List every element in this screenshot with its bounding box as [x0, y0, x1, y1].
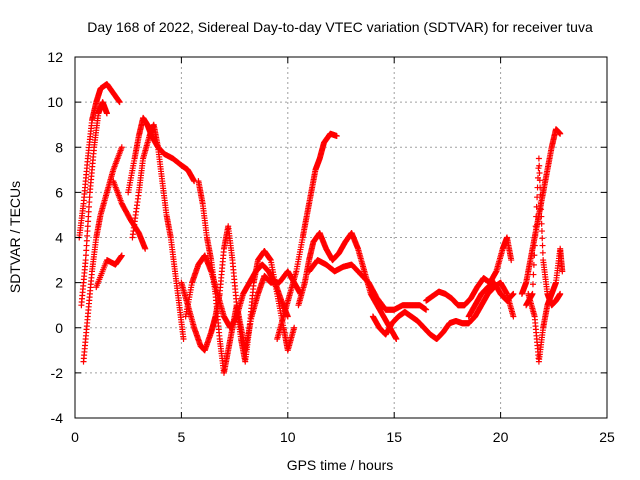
data-point	[536, 156, 542, 162]
y-tick-label: 4	[55, 230, 63, 246]
data-point	[530, 272, 536, 278]
y-tick-label: 6	[55, 184, 63, 200]
series-track-k	[274, 131, 340, 342]
y-tick-label: -2	[51, 365, 64, 381]
y-tick-label: 12	[47, 49, 63, 65]
x-tick-label: 5	[178, 429, 186, 445]
grid-layer	[75, 57, 607, 418]
y-tick-label: -4	[51, 410, 64, 426]
series-track-m	[306, 257, 429, 313]
chart: Day 168 of 2022, Sidereal Day-to-day VTE…	[0, 0, 640, 480]
data-point	[539, 235, 545, 241]
x-tick-label: 25	[599, 429, 615, 445]
data-point	[540, 250, 546, 256]
x-tick-label: 10	[280, 429, 296, 445]
data-point	[540, 243, 546, 249]
x-axis-label: GPS time / hours	[287, 457, 394, 473]
series-track-d	[93, 253, 125, 291]
series-track-l	[295, 230, 399, 342]
y-tick-label: 10	[47, 94, 63, 110]
data-point	[539, 228, 545, 234]
x-tick-label: 15	[386, 429, 402, 445]
data-layer	[76, 81, 565, 376]
chart-title: Day 168 of 2022, Sidereal Day-to-day VTE…	[87, 19, 593, 35]
x-tick-label: 0	[71, 429, 79, 445]
y-tick-label: 2	[55, 275, 63, 291]
y-tick-label: 0	[55, 320, 63, 336]
series-track-p	[466, 280, 517, 320]
y-tick-label: 8	[55, 139, 63, 155]
y-axis-label: SDTVAR / TECUs	[7, 181, 23, 293]
x-tick-label: 20	[493, 429, 509, 445]
